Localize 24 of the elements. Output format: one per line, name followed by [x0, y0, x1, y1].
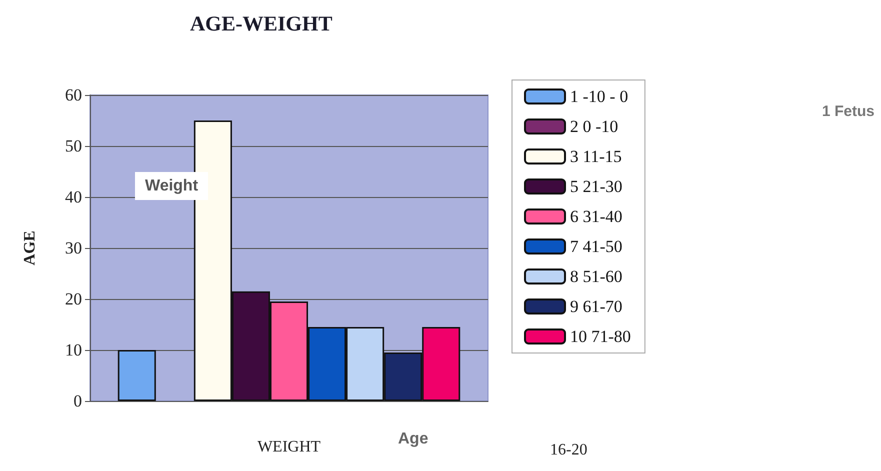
y-tick-label: 40: [65, 188, 82, 206]
legend-label: 8 51-60: [570, 267, 622, 286]
legend-label: 1 -10 - 0: [570, 87, 628, 106]
y-tick-label: 0: [74, 392, 82, 410]
legend-label: 2 0 -10: [570, 117, 618, 136]
x-axis-title: WEIGHT: [257, 438, 321, 456]
y-tick-label: 50: [65, 136, 82, 156]
y-tick-label: 20: [65, 290, 82, 308]
legend-label: 3 11-15: [570, 147, 622, 166]
y-tick-label: 60: [65, 86, 82, 104]
legend-label: 10 71-80: [570, 327, 631, 346]
y-tick-label: 10: [65, 340, 82, 360]
bar: [118, 350, 156, 401]
y-tick-label: 30: [65, 238, 82, 258]
text: 1 Fetus: [822, 103, 875, 120]
text: 16-20: [550, 442, 588, 458]
text: Age: [398, 430, 428, 448]
chart-title: AGE-WEIGHT: [190, 12, 332, 36]
legend-label: 5 21-30: [570, 177, 622, 196]
legend-label: 6 31-40: [570, 207, 622, 226]
annotation: Weight: [145, 178, 199, 194]
legend-label: 7 41-50: [570, 237, 622, 256]
legend-label: 9 61-70: [570, 297, 622, 316]
y-axis-title: AGE: [22, 230, 38, 266]
